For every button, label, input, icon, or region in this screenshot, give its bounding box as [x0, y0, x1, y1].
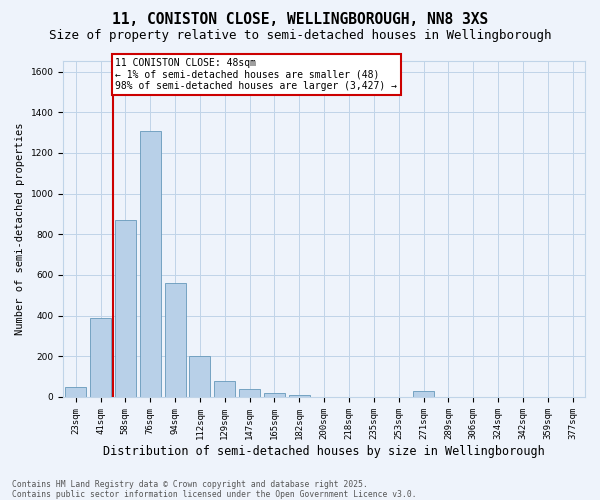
- Bar: [90, 318, 111, 397]
- Bar: [164, 283, 185, 397]
- Text: 11 CONISTON CLOSE: 48sqm
← 1% of semi-detached houses are smaller (48)
98% of se: 11 CONISTON CLOSE: 48sqm ← 1% of semi-de…: [115, 58, 397, 91]
- Bar: [140, 130, 161, 397]
- Bar: [190, 356, 211, 397]
- Text: 11, CONISTON CLOSE, WELLINGBOROUGH, NN8 3XS: 11, CONISTON CLOSE, WELLINGBOROUGH, NN8 …: [112, 12, 488, 28]
- Bar: [413, 391, 434, 397]
- Text: Size of property relative to semi-detached houses in Wellingborough: Size of property relative to semi-detach…: [49, 29, 551, 42]
- Text: Contains HM Land Registry data © Crown copyright and database right 2025.
Contai: Contains HM Land Registry data © Crown c…: [12, 480, 416, 499]
- Bar: [214, 380, 235, 397]
- Bar: [264, 393, 285, 397]
- Y-axis label: Number of semi-detached properties: Number of semi-detached properties: [15, 123, 25, 336]
- Bar: [65, 387, 86, 397]
- Bar: [239, 389, 260, 397]
- X-axis label: Distribution of semi-detached houses by size in Wellingborough: Distribution of semi-detached houses by …: [103, 444, 545, 458]
- Bar: [289, 395, 310, 397]
- Bar: [115, 220, 136, 397]
